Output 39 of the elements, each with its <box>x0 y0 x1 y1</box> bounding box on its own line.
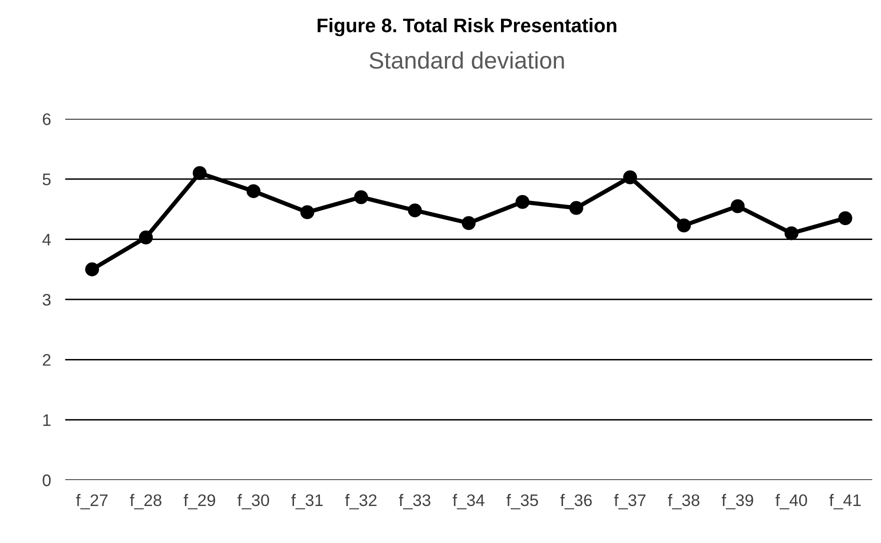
x-tick-label: f_32 <box>345 494 376 510</box>
point <box>246 184 260 198</box>
point <box>676 218 691 232</box>
y-tick-label: 5 <box>42 174 51 186</box>
x-tick-label: f_33 <box>398 494 430 510</box>
x-tick-label: f_40 <box>776 494 808 510</box>
point <box>138 230 153 244</box>
x-tick-label: f_30 <box>238 494 270 510</box>
point <box>192 166 207 180</box>
point <box>300 205 314 220</box>
point <box>354 190 368 204</box>
x-tick-label: f_31 <box>291 494 323 510</box>
point <box>85 262 100 276</box>
point <box>730 199 745 214</box>
chart-subtitle: Standard deviation <box>370 51 564 69</box>
y-tick-label: 2 <box>42 354 50 366</box>
y-tick-label: 1 <box>43 414 50 426</box>
point <box>408 203 422 218</box>
x-tick-label: f_35 <box>506 494 538 510</box>
x-tick-label: f_34 <box>452 494 484 510</box>
x-tick-label: f_28 <box>130 494 162 510</box>
y-tick-label: 4 <box>42 234 51 246</box>
chart-title: Figure 8. Total Risk Presentation <box>318 18 616 36</box>
x-tick-label: f_38 <box>668 494 700 510</box>
y-tick-label: 0 <box>42 474 51 486</box>
x-tick-label: f_29 <box>184 494 216 510</box>
point <box>462 216 476 230</box>
point <box>623 170 638 184</box>
x-tick-label: f_37 <box>614 494 646 510</box>
y-tick-label: 6 <box>42 113 51 126</box>
point <box>838 211 852 226</box>
point <box>784 226 798 240</box>
x-tick-label: f_39 <box>722 494 754 510</box>
x-tick-label: f_41 <box>829 494 861 510</box>
point <box>516 195 530 209</box>
point <box>569 201 584 215</box>
x-tick-label: f_27 <box>76 494 108 510</box>
y-tick-label: 3 <box>42 294 51 306</box>
x-tick-label: f_36 <box>560 494 592 510</box>
